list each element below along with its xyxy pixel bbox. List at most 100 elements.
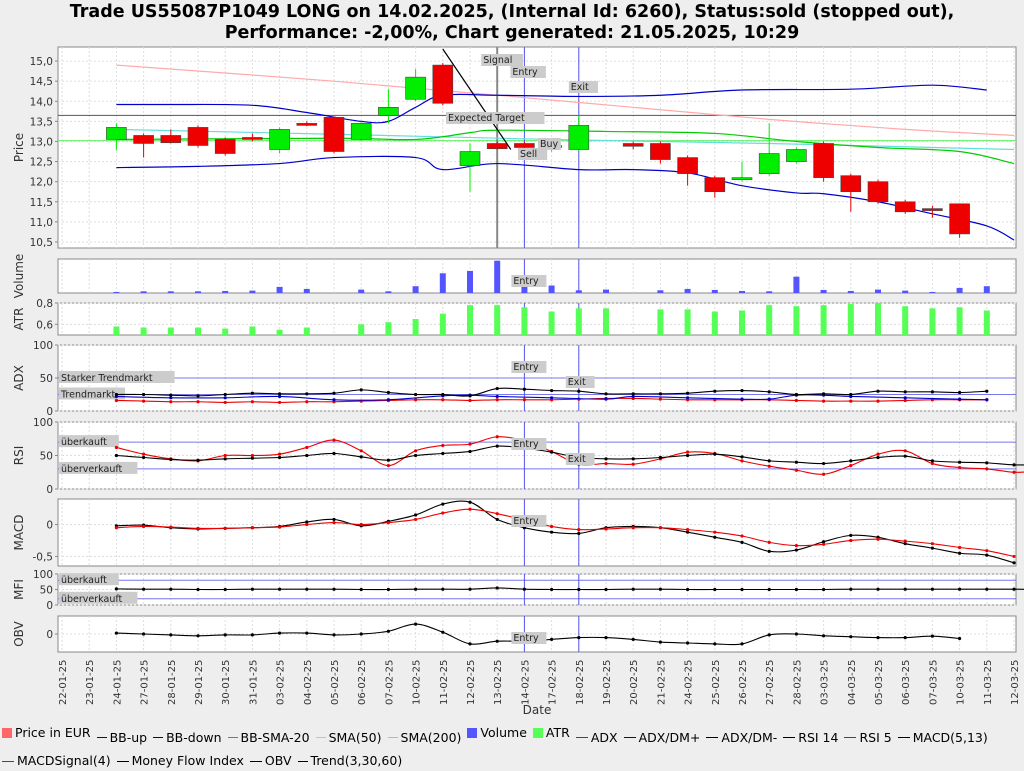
- adx-series-point: [794, 392, 799, 397]
- rsi-series-point: [876, 452, 880, 456]
- rsi-series-point: [414, 449, 418, 453]
- panel-price: 10,5 11,0 11,5 12,0 12,5 13,0 13,5 14,0 14,5 15,0…: [12, 46, 1017, 249]
- candle: [242, 137, 263, 140]
- legend-item: RSI 5: [844, 728, 892, 748]
- volume-bar: [494, 260, 501, 293]
- candle: [296, 123, 318, 126]
- adx-series-point: [142, 399, 146, 403]
- obv-series-point: [332, 633, 336, 637]
- macd-series-point: [767, 549, 771, 553]
- macd-series-point: [740, 540, 744, 544]
- atr-bar: [875, 303, 881, 335]
- candle: [187, 127, 209, 146]
- y-tick-label: 50: [40, 451, 53, 463]
- y-tick-label: 0,8: [36, 298, 53, 310]
- volume-bar: [195, 291, 201, 293]
- y-axis-label: ATR: [12, 308, 26, 331]
- mfi-series-point: [822, 587, 826, 592]
- threshold-label: überverkauft: [61, 594, 123, 605]
- rsi-series-point: [359, 455, 363, 459]
- chart-title-line1: Trade US55087P1049 LONG on 14.02.2025, (…: [69, 2, 955, 22]
- volume-bar: [603, 289, 609, 293]
- legend-item: Trend(3,30,60): [297, 751, 402, 771]
- obv-series-point: [903, 636, 907, 640]
- rsi-series-point: [332, 438, 336, 442]
- candle: [650, 143, 671, 160]
- adx-series-point: [278, 394, 282, 399]
- macd-series-point: [767, 540, 771, 544]
- rsi-series-point: [849, 459, 853, 463]
- macd-series-point: [332, 517, 336, 522]
- adx-series-point: [278, 400, 282, 405]
- legend-item: Price in EUR: [2, 723, 91, 743]
- legend-label: BB-up: [109, 729, 148, 745]
- rsi-series-point: [332, 451, 336, 456]
- volume-bar: [929, 291, 936, 293]
- rsi-series-point: [114, 453, 118, 458]
- mfi-series-point: [386, 587, 390, 592]
- candle: [350, 123, 372, 140]
- expected-target-label: Expected Target: [448, 113, 525, 124]
- obv-series-point: [278, 631, 282, 635]
- x-tick-label: 29-01-25: [194, 660, 205, 705]
- mfi-series-point: [577, 587, 581, 592]
- legend-swatch: [532, 728, 543, 738]
- rsi-series-point: [278, 455, 282, 460]
- y-tick-label: 14,5: [30, 76, 53, 88]
- atr-bar: [276, 329, 283, 335]
- macd-series-point: [822, 542, 826, 546]
- obv-series-point: [386, 629, 390, 633]
- obv-series-point: [822, 634, 826, 638]
- rsi-series-point: [386, 463, 390, 468]
- mfi-series-point: [713, 587, 717, 592]
- legend-label: SMA(50): [328, 729, 382, 745]
- y-tick-label: 0: [46, 520, 53, 532]
- legend-item: RSI 14: [783, 728, 838, 748]
- rsi-series-point: [468, 449, 472, 454]
- legend-label: Money Flow Index: [131, 753, 244, 768]
- adx-series-point: [658, 392, 663, 396]
- atr-bar: [113, 326, 120, 335]
- volume-bar: [711, 289, 718, 293]
- rsi-series-point: [903, 454, 907, 458]
- exit-label-bg: [568, 81, 598, 93]
- legend-item: ATR: [532, 723, 570, 743]
- adx-series-point: [414, 398, 418, 402]
- rsi-series-point: [658, 455, 663, 460]
- macd-series-point: [577, 531, 581, 536]
- mfi-series-point: [142, 587, 146, 591]
- panel-volume: Volume Entry: [12, 254, 1017, 298]
- legend-label: OBV: [264, 753, 292, 768]
- atr-bar: [766, 305, 773, 335]
- adx-series-point: [985, 398, 989, 402]
- obv-series-point: [305, 631, 309, 635]
- macd-series-point: [278, 525, 282, 529]
- rsi-series-point: [223, 453, 227, 458]
- adx-series-point: [223, 396, 227, 400]
- adx-series-point: [223, 392, 227, 397]
- mfi-series-point: [604, 587, 608, 592]
- threshold-label-bg: [59, 387, 125, 400]
- rsi-series-point: [142, 452, 146, 456]
- mfi-series-point: [903, 587, 907, 591]
- threshold-label: Trendmarkt: [60, 390, 115, 401]
- rsi-series-point: [250, 456, 254, 460]
- y-tick-label: 100: [33, 340, 53, 352]
- legend-swatch: [297, 760, 308, 762]
- adx-series-point: [441, 398, 445, 402]
- y-axis-label: RSI: [12, 446, 26, 466]
- legend-item: Volume: [467, 723, 527, 743]
- macd-series-point: [250, 526, 254, 530]
- macd-series-line: [116, 508, 1015, 557]
- sell-label-bg: [518, 148, 548, 160]
- x-tick-label: 19-02-25: [602, 660, 613, 705]
- annotation-exit: Exit: [568, 454, 586, 465]
- legend-item: ADX: [575, 728, 618, 748]
- y-tick-label: 100: [33, 569, 53, 581]
- macd-series-point: [930, 542, 935, 546]
- x-tick-label: 24-02-25: [684, 660, 695, 705]
- panel-macd: -0,5 0 MACD Entry: [12, 498, 1017, 567]
- y-tick-label: 50: [40, 373, 53, 385]
- mfi-series-line: [116, 587, 1024, 591]
- rsi-series-point: [468, 442, 472, 446]
